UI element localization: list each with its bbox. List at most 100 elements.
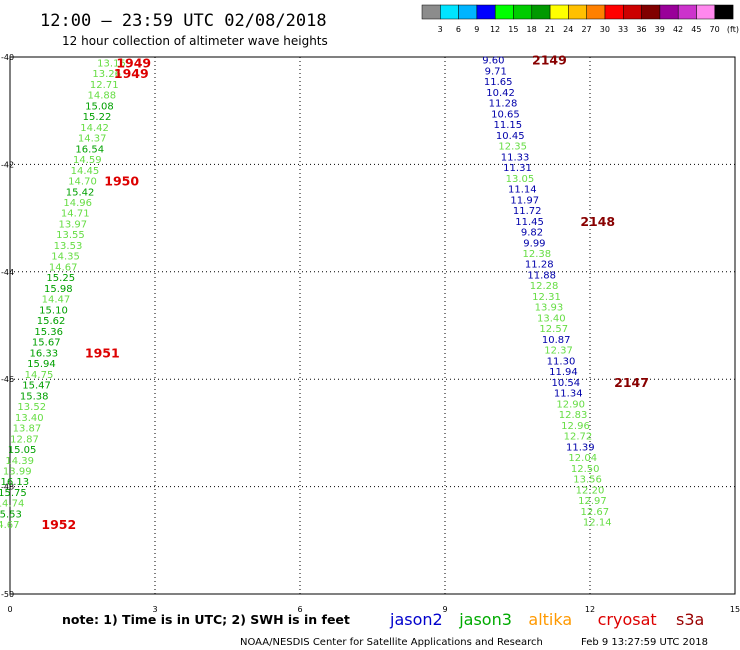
- footer-timestamp: Feb 9 13:27:59 UTC 2018: [581, 637, 708, 648]
- data-point-label: 15.53: [0, 509, 22, 520]
- footer-credit: NOAA/NESDIS Center for Satellite Applica…: [240, 637, 543, 648]
- y-tick-label: -40: [1, 53, 14, 62]
- satellite-legend: jason2 jason3 altika cryosat s3a: [389, 610, 704, 629]
- color-scale-label: 36: [636, 25, 646, 34]
- data-point-label: 11.34: [554, 389, 583, 400]
- data-point-label: 11.94: [549, 367, 578, 378]
- data-point-label: 13.97: [59, 219, 88, 230]
- data-point-label: 11.88: [527, 270, 556, 281]
- legend-entry-jason3: jason3: [458, 610, 512, 629]
- data-point-label: 11.30: [547, 356, 576, 367]
- color-scale-swatch: [586, 4, 606, 20]
- grid-lines: [10, 57, 735, 594]
- data-point-label: 13.56: [573, 475, 602, 486]
- data-point-label: 15.36: [34, 327, 63, 338]
- color-scale-label: 9: [474, 25, 479, 34]
- data-point-label: 15.05: [8, 445, 37, 456]
- x-axis-ticks: 0 3 6 9 12 15: [7, 605, 740, 614]
- data-point-label: 14.75: [25, 370, 54, 381]
- data-point-label: 11.31: [503, 163, 532, 174]
- data-point-label: 13.15: [97, 58, 126, 69]
- data-point-label: 11.33: [501, 152, 530, 163]
- color-scale-label: 39: [655, 25, 665, 34]
- y-tick-label: -46: [1, 375, 14, 384]
- data-point-label: 15.25: [46, 273, 75, 284]
- color-scale-label: 42: [673, 25, 683, 34]
- data-point-label: 9.60: [482, 56, 504, 67]
- color-scale-swatch: [714, 4, 734, 20]
- legend-entry-altika: altika: [528, 610, 572, 629]
- data-point-label: 15.38: [20, 391, 49, 402]
- x-tick-label: 12: [585, 605, 595, 614]
- time-label: 1950: [104, 174, 139, 189]
- color-scale-label: 21: [545, 25, 555, 34]
- data-point-label: 15.22: [83, 112, 112, 123]
- data-point-label: 13.93: [535, 303, 564, 314]
- data-point-label: 14.70: [68, 177, 97, 188]
- data-point-label: 12.35: [498, 142, 527, 153]
- data-point-label: 12.87: [10, 434, 39, 445]
- data-point-label: 13.55: [56, 230, 85, 241]
- data-point-label: 13.40: [15, 413, 44, 424]
- y-tick-label: -42: [1, 160, 14, 169]
- color-scale-label: 27: [581, 25, 591, 34]
- color-scale-label: 6: [456, 25, 461, 34]
- data-point-label: 9.99: [523, 238, 545, 249]
- data-point-label: 14.96: [63, 198, 92, 209]
- data-point-label: 10.87: [542, 335, 571, 346]
- data-point-label: 10.42: [486, 88, 515, 99]
- data-point-label: 14.39: [5, 456, 34, 467]
- data-point-label: 12.97: [578, 496, 607, 507]
- data-point-label: 12.72: [564, 432, 593, 443]
- data-point-label: 12.57: [539, 324, 568, 335]
- color-scale-label: 33: [618, 25, 628, 34]
- color-scale-label: 3: [438, 25, 443, 34]
- data-point-label: 13.40: [537, 313, 566, 324]
- data-point-label: 12.67: [581, 507, 610, 518]
- color-scale-swatch: [421, 4, 441, 20]
- data-point-label: 11.15: [494, 120, 523, 131]
- time-label: 2149: [532, 53, 567, 68]
- color-scale-label: 45: [691, 25, 701, 34]
- data-point-label: 11.39: [566, 442, 595, 453]
- color-scale-label: 30: [600, 25, 610, 34]
- color-scale-swatch: [677, 4, 697, 20]
- color-scale-swatch: [623, 4, 642, 20]
- data-point-label: 14.67: [0, 520, 19, 531]
- color-scale-label: 18: [527, 25, 537, 34]
- color-scale-swatch: [641, 4, 661, 20]
- color-scale-swatch: [604, 4, 624, 20]
- data-point-label: 10.45: [496, 131, 525, 142]
- x-tick-label: 6: [297, 605, 302, 614]
- data-point-label: 15.62: [37, 316, 66, 327]
- data-point-label: 11.72: [513, 206, 542, 217]
- data-point-label: 12.71: [90, 80, 119, 91]
- data-point-label: 13.05: [506, 174, 535, 185]
- color-scale-label: 12: [490, 25, 500, 34]
- data-point-label: 16.33: [30, 348, 59, 359]
- footer-note: note: 1) Time is in UTC; 2) SWH is in fe…: [62, 612, 350, 627]
- data-point-label: 12.31: [532, 292, 561, 303]
- data-point-label: 14.42: [80, 123, 109, 134]
- data-point-label: 9.71: [485, 66, 507, 77]
- color-scale-label: 70: [710, 25, 720, 34]
- time-label: 1949: [116, 55, 151, 70]
- legend-entry-cryosat: cryosat: [598, 610, 657, 629]
- data-point-label: 12.04: [568, 453, 597, 464]
- color-scale-swatch: [568, 4, 587, 20]
- data-point-label: 15.67: [32, 338, 61, 349]
- data-point-label: 13.53: [54, 241, 83, 252]
- time-label: 1951: [85, 345, 120, 360]
- data-point-label: 16.13: [1, 477, 30, 488]
- color-scale-swatch: [696, 4, 716, 20]
- data-point-label: 15.75: [0, 488, 27, 499]
- data-point-label: 14.37: [78, 134, 107, 145]
- x-tick-label: 9: [442, 605, 447, 614]
- data-point-label: 11.28: [489, 99, 518, 110]
- color-scale-swatch: [659, 4, 679, 20]
- data-point-label: 15.08: [85, 101, 114, 112]
- data-point-label: 14.88: [88, 91, 117, 102]
- x-tick-label: 0: [7, 605, 12, 614]
- chart-subtitle: 12 hour collection of altimeter wave hei…: [62, 34, 328, 48]
